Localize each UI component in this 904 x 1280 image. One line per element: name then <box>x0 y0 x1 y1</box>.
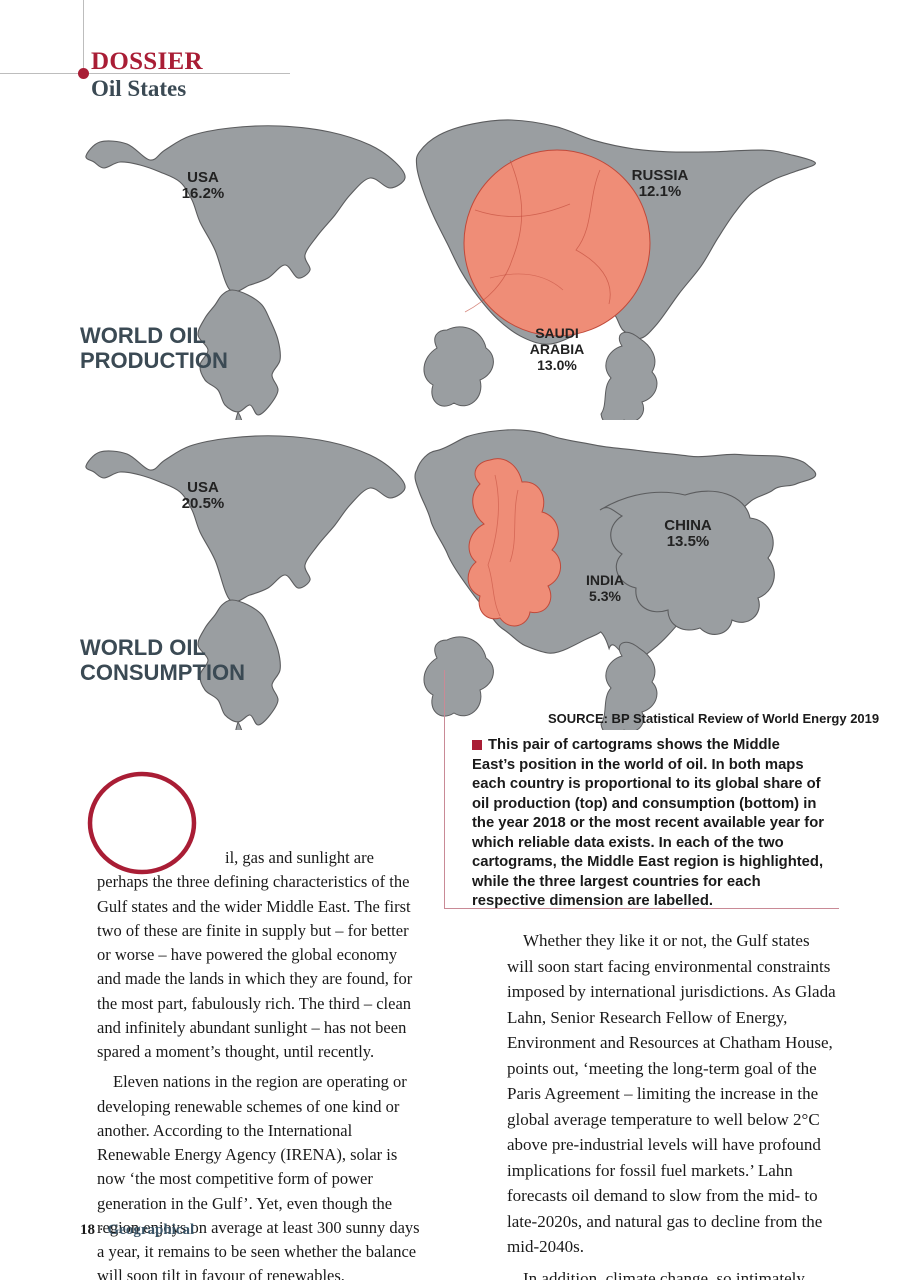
svg-text:20.5%: 20.5% <box>182 495 225 512</box>
svg-text:12.1%: 12.1% <box>639 183 682 200</box>
svg-text:16.2%: 16.2% <box>182 185 225 202</box>
svg-text:5.3%: 5.3% <box>589 588 621 604</box>
svg-text:13.5%: 13.5% <box>667 533 710 550</box>
svg-text:CHINA: CHINA <box>664 517 712 534</box>
svg-text:INDIA: INDIA <box>586 572 624 588</box>
svg-text:RUSSIA: RUSSIA <box>632 167 689 184</box>
svg-text:USA: USA <box>187 479 219 496</box>
svg-text:USA: USA <box>187 169 219 186</box>
